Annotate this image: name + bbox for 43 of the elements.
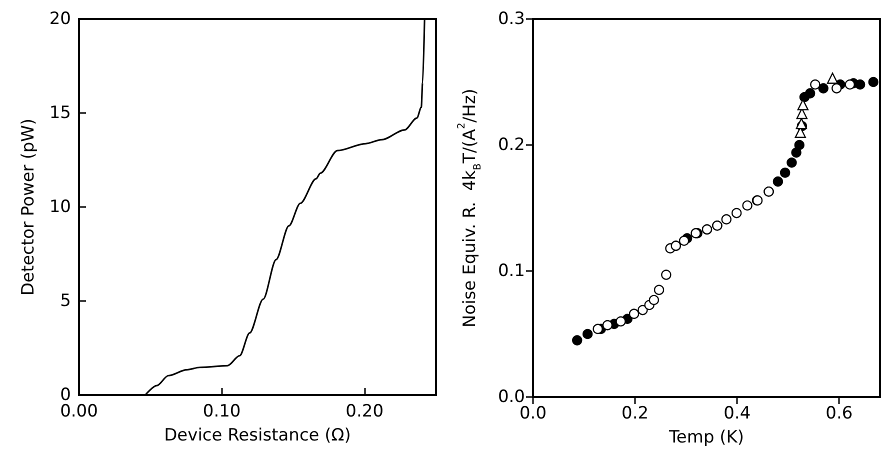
point [721,214,732,224]
point [628,308,640,319]
y-tick-label: 10 [49,197,71,217]
point [786,158,797,168]
y-axis-title: Detector Power (pW) [18,118,38,296]
point [772,176,784,187]
point [572,335,582,346]
point [810,79,820,90]
point [732,208,742,218]
point [796,118,808,130]
x-tick-label: 0.10 [202,402,241,422]
point [818,83,828,94]
point [602,320,613,330]
x-axis-title: Temp (K) [668,428,744,448]
y-tick-label: 5 [60,291,71,311]
y-tick-label: 0.2 [498,135,525,155]
point [794,140,804,150]
y-tick-label: 0.3 [498,9,525,29]
point [844,79,855,90]
point [780,168,790,178]
point [661,270,672,280]
point [832,83,842,94]
x-tick-label: 0.4 [724,404,751,424]
x-tick-label: 0.6 [826,404,853,424]
point [582,328,593,340]
point [791,147,802,158]
point [868,76,878,88]
x-axis-title: Device Resistance (Ω) [164,426,351,446]
y-tick-label: 0.1 [498,261,525,281]
point [742,200,752,211]
point [805,88,816,98]
point [654,284,664,295]
point [678,236,690,246]
x-tick-label: 0.2 [622,404,649,424]
point [592,324,603,334]
x-tick-label: 0.20 [346,402,384,422]
y-axis-title: Noise Equiv. R. 4kBT/(A2/Hz) [456,88,484,328]
y-tick-label: 15 [49,103,71,123]
point [855,79,866,90]
point [616,316,626,326]
point [826,72,838,84]
y-tick-label: 20 [49,9,71,29]
point [648,294,660,306]
